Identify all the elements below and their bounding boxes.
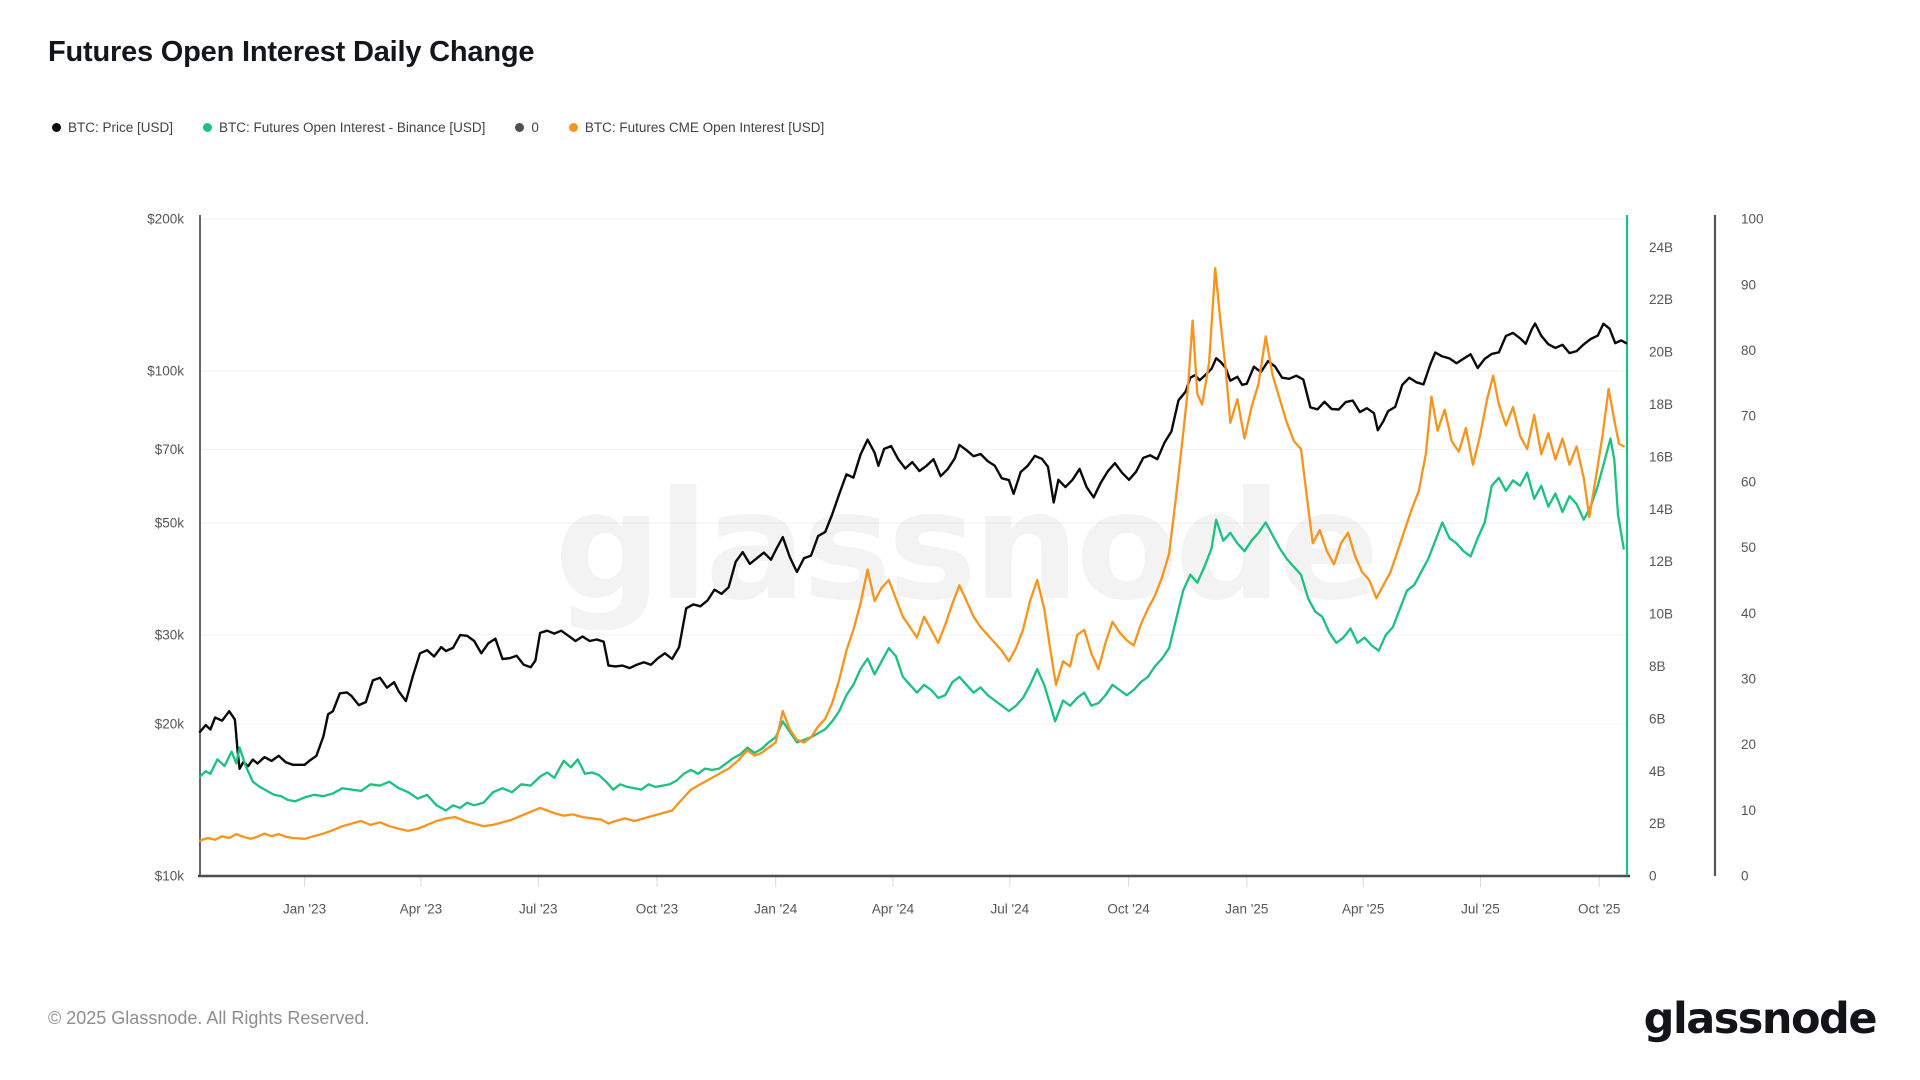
legend-dot-icon (203, 123, 213, 132)
legend-item-1[interactable]: BTC: Futures Open Interest - Binance [US… (203, 120, 485, 135)
percent-axis-label: 60 (1741, 474, 1756, 489)
legend-label: BTC: Price [USD] (68, 120, 174, 135)
oi-axis-label: 20B (1649, 345, 1673, 360)
legend-label: 0 (531, 120, 539, 135)
legend-dot-icon (52, 123, 61, 132)
oi-axis-label: 6B (1649, 711, 1666, 726)
price-axis-label: $100k (147, 364, 184, 379)
percent-axis-label: 100 (1741, 212, 1764, 227)
oi-axis-label: 12B (1649, 554, 1673, 569)
copyright-text: © 2025 Glassnode. All Rights Reserved. (48, 1008, 370, 1028)
price-axis-label: $50k (155, 516, 185, 531)
legend-dot-icon (515, 123, 525, 132)
price-axis-label: $10k (155, 869, 185, 884)
percent-axis-label: 90 (1741, 277, 1756, 292)
oi-axis-label: 4B (1649, 764, 1666, 779)
legend-label: BTC: Futures Open Interest - Binance [US… (219, 120, 486, 135)
legend-item-0[interactable]: BTC: Price [USD] (52, 120, 173, 135)
oi-axis-label: 8B (1649, 659, 1666, 674)
percent-axis-label: 30 (1741, 671, 1756, 686)
glassnode-watermark: glassnode (554, 460, 1376, 634)
series-path-1 (198, 437, 1625, 812)
price-axis-label: $20k (155, 717, 185, 732)
x-axis-label: Jul '25 (1461, 902, 1500, 917)
oi-axis-label: 22B (1649, 292, 1673, 307)
percent-axis-label: 20 (1741, 737, 1756, 752)
percent-axis-label: 80 (1741, 343, 1756, 358)
x-axis-label: Apr '25 (1342, 902, 1384, 917)
chart-legend: BTC: Price [USD] BTC: Futures Open Intere… (52, 120, 824, 135)
legend-item-2[interactable]: 0 (515, 120, 539, 135)
percent-axis-label: 70 (1741, 409, 1756, 424)
legend-item-3[interactable]: BTC: Futures CME Open Interest [USD] (568, 120, 825, 135)
price-axis-label: $70k (155, 442, 185, 457)
x-axis-label: Jan '24 (754, 902, 798, 917)
x-axis-label: Oct '24 (1107, 902, 1150, 917)
oi-axis-label: 2B (1649, 816, 1666, 831)
glassnode-logo[interactable]: glassnode (1643, 994, 1878, 1044)
oi-axis-label: 16B (1649, 449, 1673, 464)
x-axis-label: Jul '23 (519, 902, 558, 917)
oi-axis-label: 24B (1649, 240, 1673, 255)
x-axis-label: Apr '23 (400, 902, 442, 917)
oi-axis-label: 10B (1649, 607, 1673, 622)
x-axis-label: Oct '25 (1578, 902, 1620, 917)
x-axis-label: Jan '23 (283, 902, 326, 917)
price-axis-label: $30k (155, 628, 185, 643)
oi-axis-label: 14B (1649, 502, 1673, 517)
x-axis-label: Oct '23 (636, 902, 678, 917)
legend-dot-icon (568, 123, 578, 132)
x-axis-label: Apr '24 (872, 902, 915, 917)
percent-axis-label: 0 (1741, 869, 1749, 884)
series-path-0 (198, 322, 1628, 770)
percent-axis-label: 40 (1741, 606, 1756, 621)
oi-axis-label: 18B (1649, 397, 1673, 412)
percent-axis-label: 10 (1741, 803, 1756, 818)
page-title: Futures Open Interest Daily Change (48, 36, 535, 68)
x-axis-label: Jul '24 (991, 902, 1030, 917)
x-axis-label: Jan '25 (1225, 902, 1268, 917)
oi-axis-label: 0 (1649, 869, 1657, 884)
percent-axis-label: 50 (1741, 540, 1756, 555)
price-axis-label: $200k (147, 212, 184, 227)
legend-label: BTC: Futures CME Open Interest [USD] (584, 120, 825, 135)
series-path-3 (198, 267, 1625, 842)
